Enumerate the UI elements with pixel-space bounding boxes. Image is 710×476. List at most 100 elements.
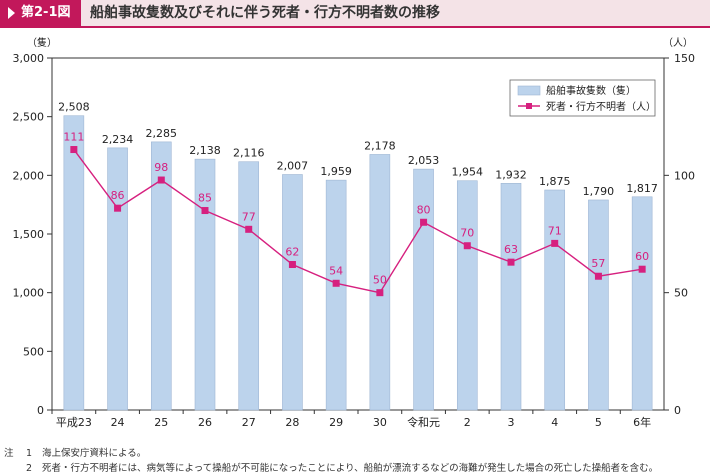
deaths-value-label: 86 bbox=[111, 189, 125, 202]
deaths-point bbox=[157, 176, 165, 184]
bar-value-label: 2,234 bbox=[102, 133, 134, 146]
x-axis-tick-label: 24 bbox=[111, 416, 125, 429]
deaths-value-label: 70 bbox=[460, 227, 474, 240]
deaths-value-label: 111 bbox=[63, 131, 84, 144]
deaths-line bbox=[73, 149, 643, 294]
bar-value-label: 2,007 bbox=[277, 160, 309, 173]
bar-value-label: 2,116 bbox=[233, 147, 265, 160]
deaths-point bbox=[551, 239, 559, 247]
deaths-point bbox=[114, 204, 122, 212]
legend-bar-label: 船舶事故隻数（隻） bbox=[546, 84, 636, 97]
x-axis-tick-label: 27 bbox=[242, 416, 256, 429]
deaths-value-label: 80 bbox=[417, 203, 431, 216]
bar-value-label: 2,138 bbox=[189, 144, 221, 157]
triangle-icon bbox=[8, 7, 15, 19]
deaths-point bbox=[245, 225, 253, 233]
bar bbox=[107, 147, 128, 411]
bar bbox=[456, 180, 478, 411]
right-axis-tick-label: 150 bbox=[674, 52, 695, 65]
note-lead: 注 bbox=[4, 448, 14, 459]
x-axis-tick-label: 2 bbox=[464, 416, 471, 429]
deaths-point bbox=[70, 146, 78, 154]
figure-header: 第2-1図 船舶事故隻数及びそれに伴う死者・行方不明者数の推移 bbox=[0, 0, 710, 28]
bar-value-label: 1,932 bbox=[495, 168, 527, 181]
bar-value-label: 1,790 bbox=[583, 185, 615, 198]
bar bbox=[150, 141, 172, 411]
x-axis-tick-label: 6年 bbox=[633, 415, 651, 429]
x-axis-tick-label: 4 bbox=[551, 416, 558, 429]
note-row: 2 死者・行方不明者には、病気等によって操船が不可能になったことにより、船舶が漂… bbox=[0, 461, 710, 476]
left-axis-tick-label: 0 bbox=[37, 404, 44, 417]
bar-value-label: 1,875 bbox=[539, 175, 571, 188]
deaths-value-label: 63 bbox=[504, 243, 518, 256]
left-axis-tick-label: 2,000 bbox=[13, 169, 45, 182]
note-row: 注 1 海上保安庁資料による。 bbox=[0, 446, 710, 461]
bar bbox=[282, 174, 303, 411]
deaths-value-label: 60 bbox=[635, 250, 649, 263]
x-axis-tick-label: 26 bbox=[198, 416, 212, 429]
legend-bar-swatch bbox=[517, 85, 541, 96]
left-axis-tick-label: 2,500 bbox=[13, 111, 45, 124]
bar bbox=[544, 189, 566, 411]
right-axis-tick-label: 0 bbox=[674, 404, 681, 417]
figure-number-badge: 第2-1図 bbox=[0, 0, 81, 26]
left-axis-tick-label: 500 bbox=[23, 345, 44, 358]
note-lead bbox=[0, 461, 26, 476]
deaths-value-label: 57 bbox=[591, 257, 605, 270]
bar bbox=[63, 115, 85, 411]
bar-value-label: 2,285 bbox=[146, 127, 178, 140]
left-axis-tick-label: 1,000 bbox=[13, 287, 45, 300]
note-number: 2 bbox=[26, 463, 33, 474]
right-axis-tick-label: 100 bbox=[674, 169, 695, 182]
bar-value-label: 2,053 bbox=[408, 154, 440, 167]
x-axis-tick-label: 29 bbox=[329, 416, 343, 429]
figure-title: 船舶事故隻数及びそれに伴う死者・行方不明者数の推移 bbox=[90, 5, 440, 21]
notes: 注 1 海上保安庁資料による。 2 死者・行方不明者には、病気等によって操船が不… bbox=[0, 446, 710, 476]
figure-number: 第2-1図 bbox=[21, 5, 71, 20]
deaths-value-label: 71 bbox=[548, 224, 562, 237]
x-axis-tick-label: 3 bbox=[508, 416, 515, 429]
deaths-point bbox=[507, 258, 515, 266]
bar-value-label: 1,954 bbox=[452, 166, 484, 179]
deaths-point bbox=[594, 272, 602, 280]
note-text: 死者・行方不明者には、病気等によって操船が不可能になったことにより、船舶が漂流す… bbox=[42, 463, 659, 474]
deaths-value-label: 98 bbox=[154, 161, 168, 174]
bar bbox=[369, 154, 391, 411]
note-number: 1 bbox=[26, 448, 33, 459]
right-axis-unit: （人） bbox=[663, 37, 693, 49]
deaths-point bbox=[376, 289, 384, 297]
deaths-point bbox=[420, 218, 428, 226]
deaths-value-label: 77 bbox=[242, 210, 256, 223]
left-axis-tick-label: 1,500 bbox=[13, 228, 45, 241]
deaths-point bbox=[201, 207, 209, 215]
bar-value-label: 2,178 bbox=[364, 139, 396, 152]
deaths-value-label: 50 bbox=[373, 274, 387, 287]
bar bbox=[500, 183, 522, 411]
bar bbox=[588, 199, 609, 411]
x-axis-tick-label: 令和元 bbox=[407, 415, 440, 429]
deaths-point bbox=[288, 261, 296, 269]
bar bbox=[325, 179, 347, 411]
left-axis-unit: （隻） bbox=[27, 36, 57, 49]
x-axis-tick-label: 5 bbox=[595, 416, 602, 429]
legend-box bbox=[509, 79, 656, 117]
bar bbox=[238, 161, 260, 411]
legend-line-label: 死者・行方不明者（人） bbox=[546, 100, 656, 113]
bar-value-label: 2,508 bbox=[58, 101, 90, 114]
x-axis-tick-label: 25 bbox=[154, 416, 168, 429]
bar-value-label: 1,817 bbox=[626, 182, 658, 195]
deaths-point bbox=[638, 265, 646, 273]
legend-line-marker bbox=[526, 103, 532, 109]
x-axis-tick-label: 28 bbox=[285, 416, 299, 429]
right-axis-tick-label: 50 bbox=[674, 287, 688, 300]
deaths-point bbox=[332, 279, 340, 287]
left-axis-tick-label: 3,000 bbox=[13, 52, 45, 65]
combo-chart: 0 500 1,000 1,500 2,000 2,500 3,000 （隻） 0 50 100 15… bbox=[13, 36, 696, 429]
bar-value-label: 1,959 bbox=[320, 165, 352, 178]
deaths-value-label: 62 bbox=[285, 246, 299, 259]
x-axis-tick-label: 平成23 bbox=[56, 416, 92, 429]
bar bbox=[194, 158, 216, 411]
deaths-point bbox=[463, 242, 471, 250]
deaths-value-label: 54 bbox=[329, 264, 343, 277]
x-axis-tick-label: 30 bbox=[373, 416, 387, 429]
